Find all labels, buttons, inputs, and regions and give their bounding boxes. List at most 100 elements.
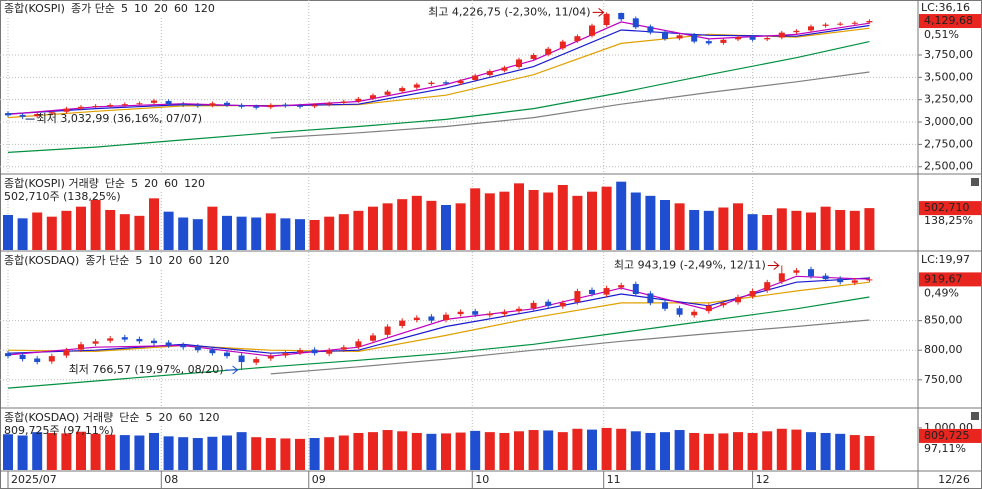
y-tick-label: 3,000,00	[924, 115, 973, 128]
volume-bar	[762, 431, 773, 470]
candle-body	[19, 114, 26, 117]
last-value: 4,129,68	[924, 14, 973, 27]
candle-body	[866, 279, 873, 281]
volume-bar	[864, 435, 875, 470]
volume-bar	[61, 210, 72, 250]
candle-body	[662, 302, 668, 309]
volume-bar	[470, 430, 481, 470]
volume-bar	[849, 435, 860, 470]
candle-body	[735, 296, 741, 303]
candle-body	[851, 280, 858, 283]
volume-bar	[455, 432, 466, 470]
x-tick-label: 11	[607, 473, 621, 486]
panel-header: 종합(KOSPI) 종가 단순 5 10 20 60 120	[1, 2, 222, 16]
candle-body	[253, 359, 260, 363]
candle-body	[92, 341, 99, 344]
last-value-box	[919, 428, 981, 443]
volume-bar	[630, 431, 641, 470]
y-tick-label: 2,500,00	[924, 160, 973, 173]
candle-body	[267, 105, 274, 108]
volume-bar	[382, 203, 393, 250]
header-text: 60	[174, 2, 188, 15]
candle-body	[705, 305, 712, 312]
volume-bar	[324, 216, 335, 250]
candle-body	[749, 36, 756, 40]
candle-body	[574, 36, 581, 42]
volume-bar	[645, 195, 656, 250]
header-bg	[1, 254, 237, 268]
volume-bar	[703, 210, 714, 250]
volume-bar	[499, 432, 510, 470]
candle-body	[662, 31, 668, 39]
header-bg	[1, 411, 227, 425]
volume-bar	[616, 181, 627, 250]
panel-close[interactable]	[971, 412, 979, 420]
header-bg	[1, 177, 213, 191]
header-text: 20	[154, 2, 168, 15]
candle-body	[603, 13, 610, 26]
volume-bar	[46, 216, 57, 250]
last-value-box	[919, 272, 981, 287]
candle-body	[647, 293, 654, 303]
header-text: 120	[198, 411, 219, 424]
header-text: 5	[121, 2, 128, 15]
change-label: 138,25%	[924, 214, 973, 227]
candle-body	[472, 75, 479, 81]
candle-body	[399, 320, 406, 326]
volume-bar	[105, 210, 116, 250]
candle-body	[165, 101, 172, 105]
x-tick-label: 08	[164, 473, 178, 486]
last-value-box	[919, 14, 981, 29]
x-tick-label: 10	[475, 473, 489, 486]
header-bg	[1, 2, 222, 16]
candle-body	[63, 108, 70, 112]
candle-body	[180, 103, 187, 106]
header-text: 20	[144, 177, 158, 190]
volume-bar	[178, 437, 189, 470]
candle-body	[545, 301, 552, 306]
candle-body	[151, 100, 157, 103]
volume-bar	[397, 199, 408, 250]
candle-body	[48, 112, 55, 114]
volume-bar	[207, 206, 218, 250]
candle-body	[297, 350, 303, 353]
candle-body	[720, 39, 727, 43]
volume-bar	[76, 431, 86, 470]
volume-bar	[718, 207, 729, 250]
volume-bar	[17, 218, 28, 250]
volume-bar	[163, 211, 174, 250]
volume-bar	[601, 186, 612, 250]
candle-body	[136, 103, 143, 105]
volume-bar	[411, 195, 422, 250]
candle-body	[618, 285, 625, 288]
candle-body	[559, 41, 566, 49]
last-value-box	[919, 201, 981, 216]
header-text: 종가 단순	[71, 2, 115, 15]
ma-line	[270, 71, 870, 139]
volume-bar	[236, 216, 247, 250]
candle-body	[311, 349, 318, 354]
ma-line	[7, 296, 870, 389]
candle-body	[764, 37, 771, 40]
volume-bar	[572, 428, 583, 470]
panel-close[interactable]	[971, 178, 979, 186]
volume-bar	[484, 432, 495, 470]
header-text: 120	[208, 254, 229, 267]
volume-bar	[674, 203, 685, 250]
candle-body	[107, 338, 114, 341]
candle-body	[589, 289, 595, 295]
volume-bar	[557, 185, 568, 250]
last-value: 809,725	[924, 429, 970, 442]
volume-bar	[3, 215, 13, 250]
volume-bar	[251, 437, 262, 470]
candle-body	[136, 338, 143, 342]
candle-body	[238, 355, 245, 363]
volume-bar	[543, 430, 554, 470]
volume-bar	[295, 219, 305, 250]
volume-bar	[820, 206, 831, 250]
volume-bar	[338, 435, 349, 470]
volume-bar	[353, 432, 364, 470]
max-arrow	[767, 261, 780, 270]
panel-header: 종합(KOSPI) 거래량 단순 5 20 60 120	[1, 177, 213, 191]
candle-body	[443, 82, 449, 84]
